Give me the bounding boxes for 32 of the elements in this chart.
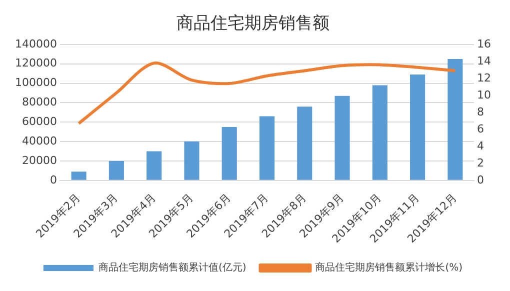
y-tick-label: 100000 [14,76,57,90]
line-series [77,62,457,125]
y2-tick-label: 10 [477,88,492,102]
bar [184,142,200,180]
y2-tick-label: 6 [477,122,484,136]
y2-tick-label: 12 [477,71,492,84]
y2-tick-label: 14 [477,54,492,68]
y2-tick-label: 2 [477,156,484,170]
y-tick-label: 120000 [14,56,57,70]
legend-label: 商品住宅期房销售额累计值(亿元) [98,262,246,274]
bar [71,172,86,180]
bar [410,74,426,180]
y2-tick-label: 16 [477,37,492,50]
bar [222,126,237,180]
y-tick-label: 60000 [22,114,57,128]
bar [259,116,275,180]
bar [372,85,388,180]
y-tick-label: 40000 [22,134,57,148]
y-tick-label: 80000 [22,96,57,109]
bar [146,151,162,180]
y2-tick-label: 4 [477,139,484,152]
bar [334,96,350,180]
y2-tick-label: 8 [477,105,484,118]
bar [297,106,312,180]
legend-label: 商品住宅期房销售额累计增长(%) [315,262,463,274]
bar [108,160,124,180]
y2-tick-label: 0 [477,173,484,186]
chart-title: 商品住宅期房销售额 [176,14,330,34]
y-tick-label: 140000 [14,37,57,50]
bar [448,58,463,180]
y-tick-label: 0 [50,173,57,186]
y-tick-label: 20000 [22,154,57,167]
